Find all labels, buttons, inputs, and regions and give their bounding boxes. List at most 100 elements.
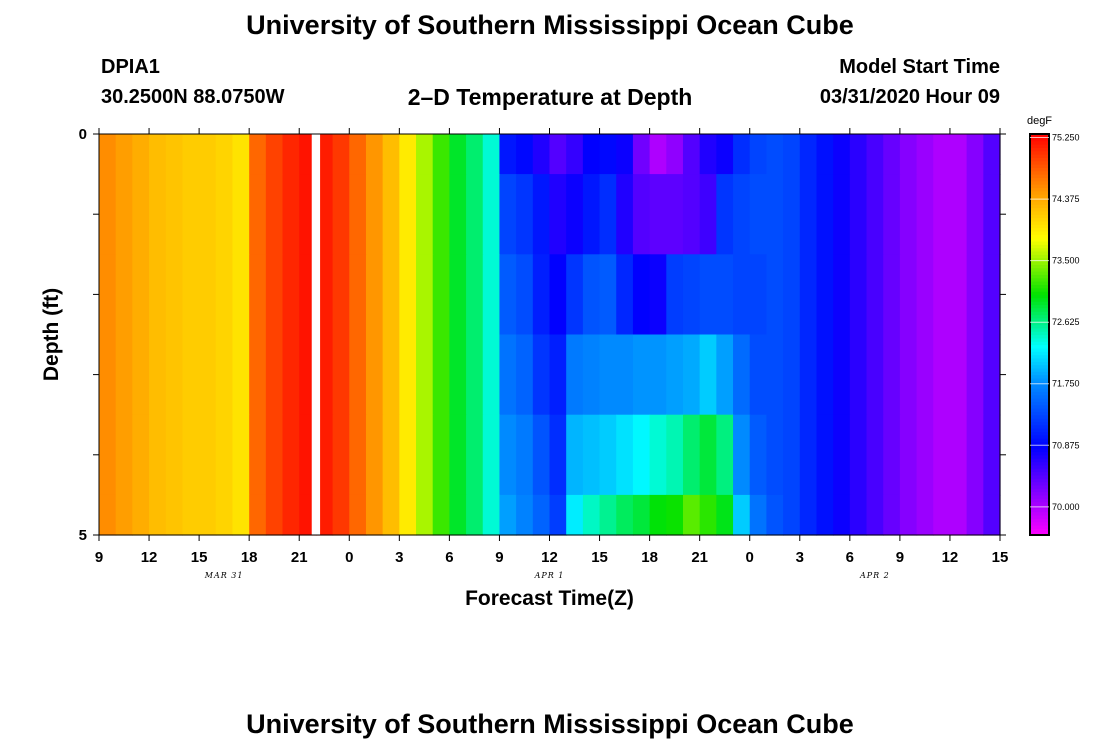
- heatmap-cell: [249, 254, 267, 336]
- heatmap-cell: [516, 414, 534, 496]
- heatmap-cell: [199, 254, 217, 336]
- heatmap-cell: [182, 334, 200, 416]
- colorbar-segment: [1030, 418, 1049, 422]
- heatmap-cell: [265, 174, 284, 255]
- colorbar-segment: [1030, 464, 1049, 469]
- heatmap-cell: [649, 494, 667, 536]
- heatmap-cell: [983, 334, 1001, 416]
- heatmap-cell: [983, 254, 1001, 336]
- colorbar-segment: [1030, 217, 1049, 222]
- heatmap-cell: [833, 174, 851, 255]
- heatmap-cell: [399, 414, 417, 496]
- colorbar-segment: [1030, 387, 1049, 392]
- heatmap-cell: [682, 334, 701, 416]
- heatmap-cell: [382, 254, 400, 336]
- colorbar-segment: [1030, 204, 1049, 209]
- heatmap-cell: [382, 334, 400, 416]
- x-tick-label: 12: [141, 549, 158, 566]
- heatmap-cell: [783, 414, 801, 496]
- heatmap-cell: [399, 174, 417, 255]
- heatmap-cell: [399, 494, 417, 536]
- heatmap-cell: [566, 134, 584, 175]
- heatmap-cell: [883, 134, 901, 175]
- heatmap-cell: [733, 334, 751, 416]
- colorbar-tick-label: 71.750: [1052, 379, 1080, 389]
- heatmap-cell: [466, 414, 484, 496]
- heatmap-cell: [199, 334, 217, 416]
- heatmap-cell: [582, 174, 601, 255]
- heatmap-cell: [899, 494, 918, 536]
- heatmap-cell: [599, 254, 617, 336]
- heatmap-cell: [899, 414, 918, 496]
- colorbar-segment: [1030, 284, 1049, 289]
- colorbar-segment: [1030, 471, 1049, 476]
- colorbar-tick-label: 70.000: [1052, 502, 1080, 512]
- heatmap-cell: [949, 134, 968, 175]
- heatmap-cell: [682, 174, 701, 255]
- heatmap-cell: [115, 494, 133, 536]
- colorbar-segment: [1030, 498, 1049, 503]
- colorbar-segment: [1030, 494, 1049, 499]
- heatmap-cell: [899, 134, 918, 175]
- heatmap-cell: [632, 254, 651, 336]
- heatmap-cell: [783, 254, 801, 336]
- heatmap-cell: [332, 494, 350, 536]
- heatmap-cell: [282, 134, 300, 175]
- colorbar-segment: [1030, 451, 1049, 456]
- heatmap-cell: [449, 174, 467, 255]
- colorbar-segment: [1030, 230, 1049, 235]
- heatmap-cell: [265, 414, 284, 496]
- heatmap-cell: [466, 134, 484, 175]
- colorbar-segment: [1030, 361, 1049, 366]
- heatmap-cell: [699, 254, 717, 336]
- heatmap-cell: [733, 414, 751, 496]
- heatmap-cell: [466, 334, 484, 416]
- heatmap-cell: [365, 134, 384, 175]
- heatmap-cell: [983, 174, 1001, 255]
- heatmap-cell: [749, 334, 768, 416]
- heatmap-cell: [332, 254, 350, 336]
- heatmap-cell: [149, 414, 167, 496]
- colorbar-segment: [1030, 511, 1049, 516]
- colorbar-segment: [1030, 234, 1049, 239]
- heatmap-cell: [616, 174, 634, 255]
- heatmap-cell: [332, 174, 350, 255]
- colorbar-segment: [1030, 247, 1049, 252]
- heatmap-cell: [599, 334, 617, 416]
- heatmap-cell: [315, 414, 334, 496]
- x-tick-label: 21: [291, 549, 308, 566]
- heatmap-cell: [165, 414, 184, 496]
- heatmap-cell: [466, 254, 484, 336]
- heatmap-cell: [799, 414, 818, 496]
- heatmap-cell: [349, 494, 367, 536]
- heatmap-cell: [783, 174, 801, 255]
- colorbar-segment: [1030, 170, 1049, 175]
- heatmap-cell: [432, 334, 450, 416]
- colorbar-segment: [1030, 337, 1049, 342]
- heatmap-cell: [933, 494, 951, 536]
- heatmap-cell: [699, 134, 717, 175]
- heatmap-cell: [933, 414, 951, 496]
- colorbar-segment: [1030, 244, 1049, 249]
- heatmap-cell: [783, 134, 801, 175]
- colorbar-segment: [1030, 514, 1049, 519]
- colorbar-tick-label: 75.250: [1052, 133, 1080, 143]
- heatmap-cell: [666, 134, 684, 175]
- heatmap-cell: [816, 414, 834, 496]
- colorbar-segment: [1030, 458, 1049, 463]
- heatmap-cell: [549, 254, 567, 336]
- colorbar-segment: [1030, 267, 1049, 272]
- heatmap-cell: [215, 414, 234, 496]
- heatmap-cell: [632, 174, 651, 255]
- heatmap-cell: [482, 494, 501, 536]
- heatmap-cell: [482, 254, 501, 336]
- colorbar-segment: [1030, 341, 1049, 346]
- heatmap-cell: [249, 334, 267, 416]
- colorbar-segment: [1030, 531, 1049, 536]
- colorbar-segment: [1030, 227, 1049, 232]
- heatmap-cell: [432, 134, 450, 175]
- heatmap-cell: [816, 134, 834, 175]
- heatmap-cell: [632, 334, 651, 416]
- heatmap-cell: [866, 134, 884, 175]
- colorbar-segment: [1030, 220, 1049, 225]
